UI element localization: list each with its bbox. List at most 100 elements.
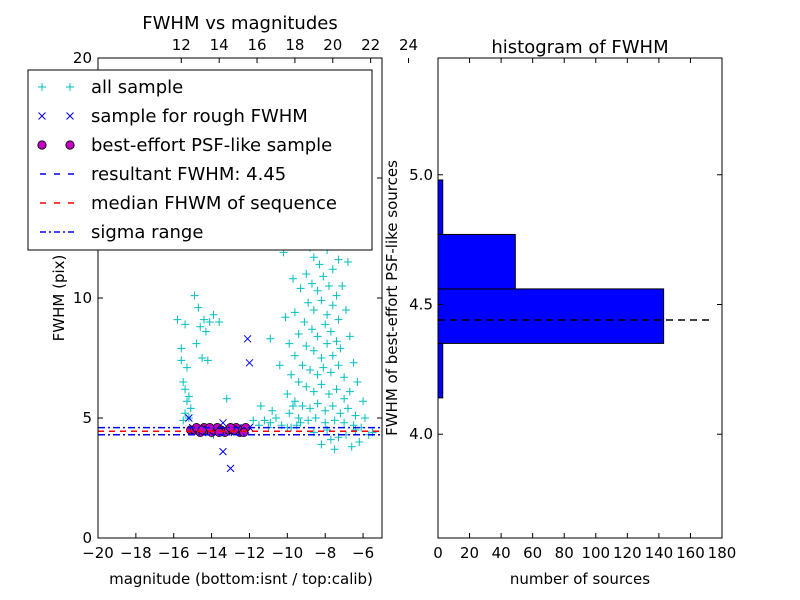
x-tick-label: 100 bbox=[581, 544, 610, 562]
scatter-panel: FWHM vs magnitudes 12 14 16 18 20 22 24 −20 −18… bbox=[27, 13, 418, 588]
legend-entry: resultant FWHM: 4.45 bbox=[40, 164, 286, 185]
legend-marker bbox=[66, 83, 74, 91]
legend-marker bbox=[37, 140, 47, 150]
top-tick-label: 24 bbox=[399, 36, 418, 54]
all-sample-point bbox=[182, 363, 191, 372]
all-sample-point bbox=[298, 361, 307, 370]
all-sample-point bbox=[194, 303, 203, 312]
x-tick-label: 40 bbox=[492, 544, 511, 562]
all-sample-point bbox=[328, 301, 337, 310]
all-sample-point bbox=[345, 387, 354, 396]
all-sample-point bbox=[336, 409, 345, 418]
x-tick-label: 20 bbox=[460, 544, 479, 562]
all-sample-point bbox=[298, 402, 307, 410]
all-sample-point bbox=[177, 344, 186, 353]
all-sample-point bbox=[309, 253, 318, 262]
scatter-x-axis: −20 −18 −16 −14 −12 −10 −8 −6 bbox=[82, 533, 374, 562]
legend-marker bbox=[38, 83, 46, 91]
scatter-top-axis: 12 14 16 18 20 22 24 bbox=[172, 36, 418, 63]
x-tick-label: −12 bbox=[234, 544, 266, 562]
all-sample-point bbox=[309, 306, 318, 314]
all-sample-point bbox=[307, 279, 316, 288]
all-sample-point bbox=[336, 344, 345, 353]
scatter-points bbox=[173, 102, 377, 473]
all-sample-point bbox=[342, 306, 351, 314]
all-sample-point bbox=[323, 339, 332, 348]
all-sample-point bbox=[198, 354, 207, 362]
x-tick-label: 160 bbox=[676, 544, 705, 562]
all-sample-point bbox=[328, 402, 337, 410]
all-sample-point bbox=[205, 318, 214, 326]
histogram-bar bbox=[437, 233, 516, 290]
all-sample-point bbox=[345, 332, 354, 341]
all-sample-point bbox=[343, 258, 352, 266]
all-sample-point bbox=[196, 322, 205, 331]
all-sample-point bbox=[294, 378, 303, 386]
all-sample-point bbox=[181, 385, 190, 394]
legend-label: sample for rough FWHM bbox=[91, 106, 308, 127]
x-tick-label: −8 bbox=[314, 544, 336, 562]
sample-for-rough-fwhm-point bbox=[219, 447, 227, 456]
all-sample-point bbox=[184, 392, 193, 401]
x-tick-label: 80 bbox=[555, 544, 574, 562]
all-sample-point bbox=[317, 296, 326, 305]
legend-label: all sample bbox=[91, 77, 183, 98]
x-tick-label: −14 bbox=[196, 544, 228, 562]
all-sample-point bbox=[285, 409, 294, 418]
sample-for-rough-fwhm-point bbox=[243, 334, 252, 343]
all-sample-point bbox=[323, 310, 332, 319]
all-sample-point bbox=[281, 313, 290, 322]
x-tick-label: 120 bbox=[613, 544, 642, 562]
histogram-title: histogram of FWHM bbox=[491, 37, 668, 58]
all-sample-point bbox=[328, 265, 337, 274]
all-sample-point bbox=[338, 282, 347, 290]
all-sample-point bbox=[315, 260, 324, 269]
y-tick-label: 5.0 bbox=[409, 166, 433, 184]
all-sample-point bbox=[332, 291, 341, 300]
all-sample-point bbox=[334, 255, 343, 264]
all-sample-point bbox=[190, 291, 199, 300]
all-sample-point bbox=[334, 315, 343, 324]
all-sample-point bbox=[179, 378, 188, 386]
histogram-bar bbox=[437, 179, 444, 235]
x-tick-label: −18 bbox=[120, 544, 152, 562]
all-sample-point bbox=[300, 318, 309, 326]
all-sample-point bbox=[309, 387, 318, 396]
all-sample-point bbox=[256, 402, 265, 410]
all-sample-point bbox=[296, 418, 305, 427]
histogram-plot-frame bbox=[437, 57, 723, 539]
all-sample-point bbox=[326, 435, 335, 444]
x-tick-label: −20 bbox=[82, 544, 114, 562]
all-sample-point bbox=[304, 298, 313, 307]
all-sample-point bbox=[266, 418, 275, 427]
all-sample-point bbox=[340, 418, 349, 427]
all-sample-point bbox=[360, 414, 369, 422]
all-sample-point bbox=[268, 406, 277, 415]
top-tick-label: 16 bbox=[247, 36, 266, 54]
scatter-legend: all sample sample for rough FWHM best-effo… bbox=[27, 69, 373, 251]
all-sample-point bbox=[173, 315, 182, 324]
legend-marker bbox=[66, 112, 74, 120]
scatter-y-label: FWHM (pix) bbox=[50, 255, 68, 342]
legend-label: median FHWM of sequence bbox=[91, 193, 337, 214]
all-sample-point bbox=[290, 397, 299, 406]
all-sample-point bbox=[287, 370, 296, 379]
legend-marker bbox=[65, 140, 75, 150]
all-sample-point bbox=[319, 272, 328, 281]
all-sample-point bbox=[321, 418, 330, 427]
all-sample-point bbox=[289, 274, 298, 283]
all-sample-point bbox=[353, 378, 362, 386]
all-sample-point bbox=[330, 445, 339, 454]
all-sample-point bbox=[313, 399, 322, 408]
y-tick-label: 4.5 bbox=[409, 295, 433, 313]
all-sample-point bbox=[290, 351, 299, 360]
all-sample-point bbox=[271, 414, 280, 422]
all-sample-point bbox=[200, 315, 209, 324]
legend-label: resultant FWHM: 4.45 bbox=[91, 164, 286, 185]
all-sample-point bbox=[321, 320, 330, 329]
all-sample-point bbox=[177, 356, 186, 365]
x-tick-label: −16 bbox=[158, 544, 190, 562]
all-sample-point bbox=[324, 282, 333, 290]
all-sample-point bbox=[290, 308, 299, 317]
all-sample-point bbox=[302, 342, 311, 350]
